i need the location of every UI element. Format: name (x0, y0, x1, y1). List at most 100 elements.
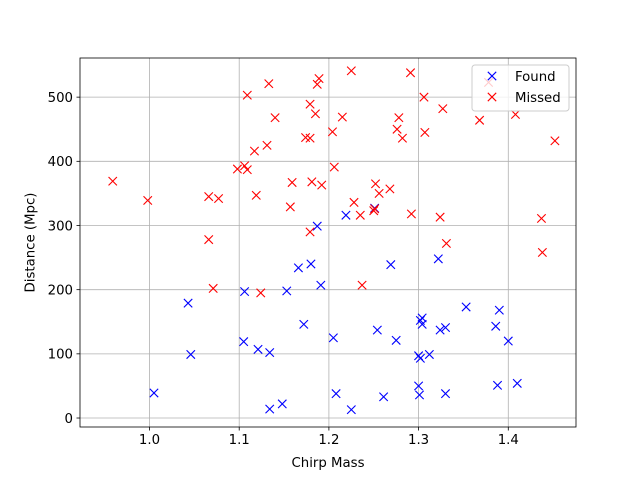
x-marker-stroke (213, 193, 224, 204)
missed-point (370, 204, 380, 214)
legend-box (471, 64, 570, 112)
missed-point (239, 161, 250, 171)
missed-point (370, 179, 381, 189)
x-marker-stroke (385, 184, 395, 194)
x-marker-stroke (374, 188, 384, 198)
x-marker-stroke (386, 260, 396, 270)
x-marker-stroke (282, 286, 292, 296)
x-marker-stroke (327, 127, 338, 137)
found-point (512, 378, 522, 388)
found-point (391, 335, 401, 345)
x-marker-stroke (149, 388, 159, 398)
found-point (316, 280, 326, 290)
found-point (277, 399, 287, 409)
missed-point (419, 92, 429, 102)
missed-point (307, 177, 317, 187)
x-marker-stroke (536, 213, 547, 224)
x-marker-stroke (265, 404, 275, 414)
x-marker-stroke (337, 112, 347, 122)
x-marker-stroke (306, 259, 316, 269)
x-marker-stroke (435, 325, 445, 335)
missed-point (314, 73, 324, 84)
found-point (253, 344, 263, 354)
found-point (328, 333, 338, 343)
found-point (494, 305, 504, 315)
x-marker-stroke (392, 124, 402, 134)
found-point (346, 405, 356, 415)
missed-point (392, 124, 402, 134)
missed-point (285, 202, 295, 212)
missed-point (550, 136, 560, 146)
x-marker-stroke (312, 221, 322, 231)
missed-point (256, 288, 266, 298)
x-tick-label: 1.3 (408, 433, 429, 448)
missed-point (406, 209, 417, 219)
y-axis-label: Distance (Mpc) (24, 193, 39, 293)
missed-point (474, 115, 485, 125)
missed-point (405, 68, 416, 78)
found-point (415, 353, 425, 363)
x-marker-stroke (249, 146, 260, 156)
y-tick-label: 400 (48, 155, 73, 170)
missed-point (249, 146, 260, 156)
found-point (440, 389, 451, 399)
missed-point (438, 104, 448, 114)
found-point (265, 404, 275, 414)
missed-point (397, 133, 408, 143)
legend-marker-missed (487, 92, 497, 102)
x-marker-stroke (419, 92, 429, 102)
missed-point (374, 188, 384, 198)
x-marker-stroke (251, 190, 261, 200)
x-marker-stroke (108, 176, 118, 186)
missed-point (312, 79, 322, 89)
x-marker-stroke (415, 353, 425, 363)
x-marker-stroke (186, 349, 196, 360)
x-marker-stroke (239, 161, 250, 171)
x-marker-stroke (441, 238, 451, 249)
found-point (461, 302, 471, 312)
x-marker-stroke (433, 254, 443, 264)
missed-point (108, 176, 118, 186)
x-marker-stroke (329, 162, 339, 172)
x-marker-stroke (550, 136, 560, 146)
x-marker-stroke (346, 66, 356, 76)
legend-label-missed: Missed (515, 91, 561, 106)
missed-point (264, 79, 274, 89)
missed-point (305, 227, 315, 237)
x-marker-stroke (346, 405, 356, 415)
x-marker-stroke (239, 287, 250, 297)
found-point (379, 392, 389, 402)
x-marker-stroke (414, 381, 424, 391)
missed-point (349, 197, 359, 207)
missed-point (305, 133, 315, 143)
x-marker-stroke (307, 177, 317, 187)
x-marker-stroke (391, 335, 401, 345)
x-tick-label: 1.1 (229, 433, 250, 448)
x-marker-stroke (487, 71, 497, 81)
found-point (306, 259, 316, 269)
missed-point (270, 113, 280, 123)
x-marker-stroke (357, 280, 367, 290)
missed-point (357, 280, 367, 290)
x-tick-label: 1.4 (498, 433, 519, 448)
legend-marker-found (487, 71, 497, 81)
x-marker-stroke (406, 209, 417, 219)
y-tick-label: 100 (48, 348, 73, 363)
found-point (386, 260, 396, 270)
y-tick-label: 200 (48, 283, 73, 298)
x-marker-stroke (305, 99, 315, 109)
plot-frame (79, 57, 577, 428)
missed-point (536, 213, 547, 224)
missed-point (143, 195, 153, 206)
x-marker-stroke (242, 90, 252, 100)
x-marker-stroke (417, 313, 427, 323)
missed-point (242, 165, 252, 175)
found-point (435, 325, 445, 335)
x-marker-stroke (503, 336, 513, 346)
plot-area (80, 58, 576, 427)
x-marker-stroke (394, 113, 404, 123)
x-marker-stroke (305, 133, 315, 143)
x-marker-stroke (204, 235, 214, 245)
x-marker-stroke (537, 247, 547, 258)
x-marker-stroke (370, 204, 380, 214)
